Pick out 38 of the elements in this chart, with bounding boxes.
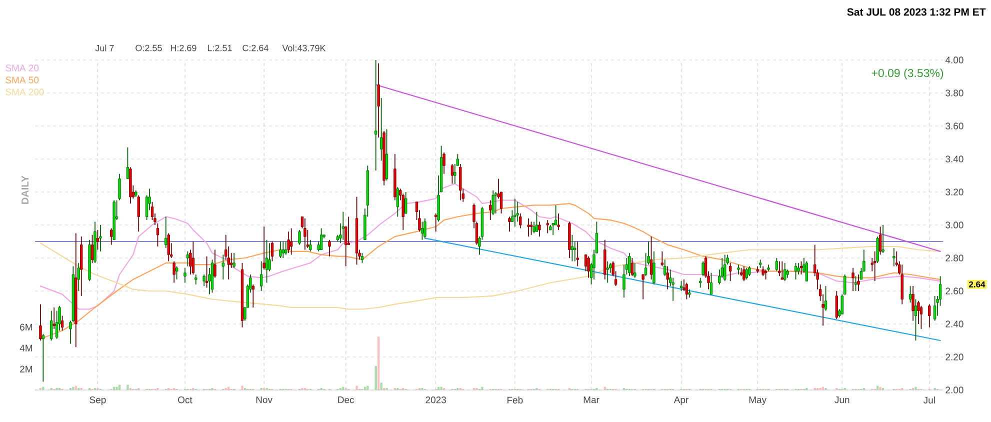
y-tick-label: 4.00 — [945, 56, 964, 64]
y-tick-label: 3.00 — [946, 222, 964, 228]
y2-tick-label: 4M — [20, 344, 32, 352]
y-tick-label: 3.40 — [946, 156, 964, 162]
text: 2.64 — [969, 281, 986, 288]
text: H:2.69 — [170, 44, 196, 52]
text: DAILY — [22, 176, 28, 204]
x-tick-label: Oct — [178, 396, 192, 404]
text: Sat JUL 08 2023 1:32 PM ET — [847, 8, 986, 16]
text: SMA 200 — [6, 88, 44, 96]
y-tick-label: 3.20 — [946, 188, 964, 196]
x-tick-label: Sep — [90, 396, 106, 406]
y2-tick-label: 2M — [20, 366, 32, 372]
y-tick-label: 2.40 — [946, 320, 964, 328]
y-tick-label: 2.60 — [946, 288, 964, 294]
x-tick-label: Dec — [338, 396, 354, 404]
x-tick-label: Mar — [584, 396, 600, 404]
x-tick-label: Feb — [508, 396, 523, 404]
y-tick-label: 2.80 — [946, 254, 964, 262]
y-tick-label: 3.60 — [946, 122, 964, 130]
x-tick-label: Nov — [256, 396, 272, 404]
text: L:2.51 — [208, 44, 232, 52]
x-tick-label: Jun — [834, 396, 850, 404]
y2-tick-label: 6M — [20, 324, 32, 331]
text: O:2.55 — [136, 44, 162, 52]
x-tick-label: Jul — [923, 396, 935, 404]
annotation: +0.09 (3.53%) — [872, 68, 944, 80]
text: SMA 50 — [6, 76, 39, 84]
y-tick-label: 2.00 — [946, 386, 964, 394]
x-tick-label: 2023 — [426, 396, 446, 404]
y-tick-label: 2.20 — [946, 354, 964, 360]
text: C:2.64 — [242, 44, 268, 52]
text: Vol:43.79K — [282, 44, 326, 52]
y-tick-label: 3.80 — [946, 90, 964, 96]
text: Jul 7 — [95, 44, 114, 52]
text: SMA 20 — [6, 64, 39, 72]
x-tick-label: May — [749, 396, 767, 406]
x-tick-label: Apr — [674, 396, 688, 406]
